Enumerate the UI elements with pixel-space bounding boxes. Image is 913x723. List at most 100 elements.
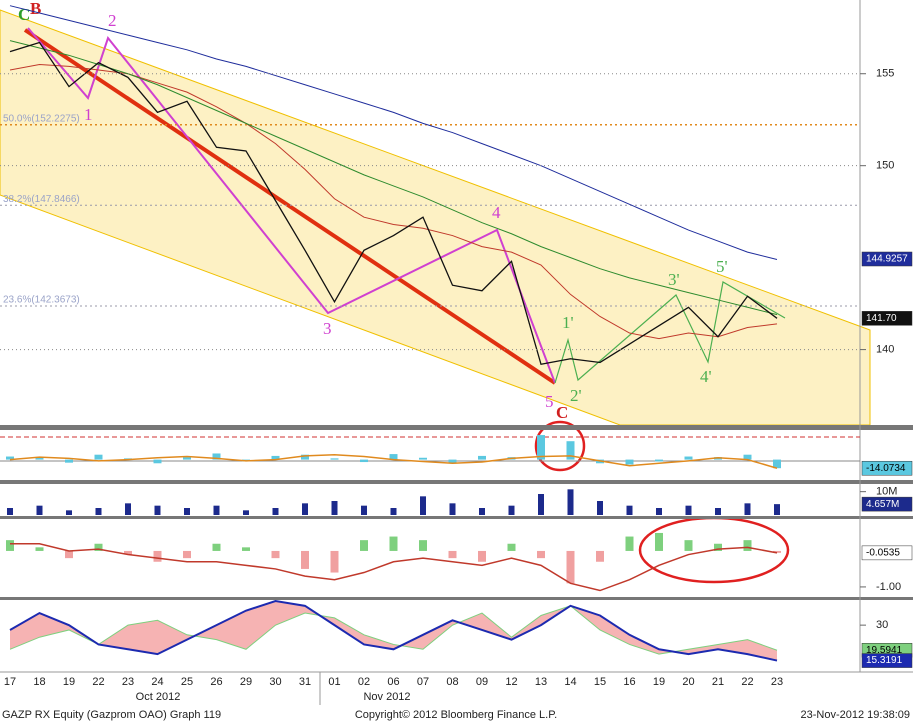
histogram-bar: [360, 540, 368, 551]
histogram-bar: [330, 458, 339, 460]
histogram-bar: [596, 550, 604, 562]
histogram-bar: [35, 457, 44, 460]
volume-bar: [479, 508, 485, 515]
histogram-bar: [183, 457, 191, 460]
x-tick-label: 07: [417, 676, 429, 688]
volume-bar: [626, 505, 633, 515]
x-tick-label: 19: [63, 676, 75, 688]
volume-bar: [243, 510, 249, 515]
wave-label: 4: [492, 203, 501, 222]
histogram-bar: [773, 459, 781, 469]
x-tick-label: 29: [240, 676, 252, 688]
value-box: [861, 653, 913, 668]
value-label: 15.3191: [866, 655, 903, 666]
x-tick-label: 22: [92, 676, 104, 688]
value-label: 19.5941: [866, 645, 903, 656]
histogram-bar: [419, 457, 427, 460]
indicator-line: [9, 599, 778, 662]
x-tick-label: 17: [4, 676, 16, 688]
x-tick-label: 15: [594, 676, 606, 688]
histogram-bar: [153, 459, 162, 464]
price-line: [9, 41, 778, 366]
x-tick-label: 25: [181, 676, 193, 688]
volume-bar: [66, 510, 72, 515]
indicator-line: [9, 605, 778, 655]
indicator-line: [10, 542, 778, 592]
histogram-bar: [419, 540, 427, 551]
fib-label: 38.2%(147.8466): [3, 194, 80, 205]
moving-average: [9, 64, 778, 340]
histogram-bar: [94, 543, 103, 551]
wave-label: 3': [668, 270, 680, 289]
histogram-bar: [301, 550, 309, 569]
histogram-bar: [448, 550, 457, 559]
histogram-bar: [65, 459, 73, 463]
y-tick-label: 150: [876, 160, 894, 172]
histogram-bar: [625, 536, 634, 551]
histogram-bar: [448, 459, 457, 463]
wave-label: 1: [84, 105, 93, 124]
separator: [0, 425, 913, 430]
histogram-bar: [242, 547, 250, 551]
volume-bar: [449, 503, 456, 515]
volume-bar: [184, 508, 190, 515]
histogram-bar: [655, 532, 663, 551]
fib-label: 50.0%(152.2275): [3, 113, 80, 124]
x-tick-label: 19: [653, 676, 665, 688]
wave-path: [27, 27, 556, 384]
trend-line: [23, 28, 557, 385]
x-tick-label: 18: [33, 676, 45, 688]
x-tick-label: 16: [623, 676, 635, 688]
volume-bar: [36, 505, 43, 515]
value-label: 144.9257: [866, 254, 908, 265]
y-tick-label: 155: [876, 68, 894, 80]
volume-bar: [390, 508, 397, 515]
volume-bar: [361, 505, 367, 515]
x-tick-label: 26: [210, 676, 222, 688]
moving-average: [9, 5, 778, 260]
histogram-bar: [714, 543, 722, 551]
month-label: Oct 2012: [136, 691, 181, 703]
histogram-bar: [212, 453, 221, 460]
x-tick-label: 01: [328, 676, 340, 688]
x-tick-label: 23: [771, 676, 783, 688]
wave-path-2: [554, 281, 786, 384]
histogram-bar: [743, 454, 752, 460]
wave-label: 4': [700, 367, 712, 386]
indicator-line: [9, 453, 778, 469]
x-tick-label: 22: [741, 676, 753, 688]
fib-label: 23.6%(142.3673): [3, 295, 80, 306]
wave-label: 1': [562, 313, 574, 332]
histogram-bar: [389, 536, 398, 551]
histogram-bar: [684, 456, 693, 460]
histogram-bar: [625, 459, 634, 465]
value-box: [861, 496, 913, 512]
x-tick-label: 30: [269, 676, 281, 688]
x-tick-label: 23: [122, 676, 134, 688]
histogram-bar: [743, 540, 752, 551]
volume-bar: [774, 504, 780, 515]
wave-label: 5: [545, 392, 554, 411]
month-label: Nov 2012: [363, 691, 410, 703]
volume-bar: [744, 503, 751, 515]
value-box: [861, 545, 913, 561]
histogram-bar: [183, 550, 191, 559]
histogram-bar: [773, 550, 781, 553]
x-tick-label: 08: [446, 676, 458, 688]
histogram-bar: [684, 540, 693, 551]
histogram-bar: [478, 550, 486, 562]
separator: [0, 516, 913, 519]
y-tick-label: 10M: [876, 486, 897, 498]
wave-label: C: [556, 403, 568, 422]
histogram-bar: [6, 540, 14, 551]
volume-bar: [685, 505, 692, 515]
histogram-bar: [389, 454, 398, 460]
volume-bar: [125, 503, 131, 515]
value-label: 4.657M: [866, 499, 899, 510]
x-tick-label: 09: [476, 676, 488, 688]
separator: [0, 480, 913, 484]
panel-separators: [0, 0, 913, 705]
x-tick-label: 12: [505, 676, 517, 688]
wave-label: 5': [716, 257, 728, 276]
